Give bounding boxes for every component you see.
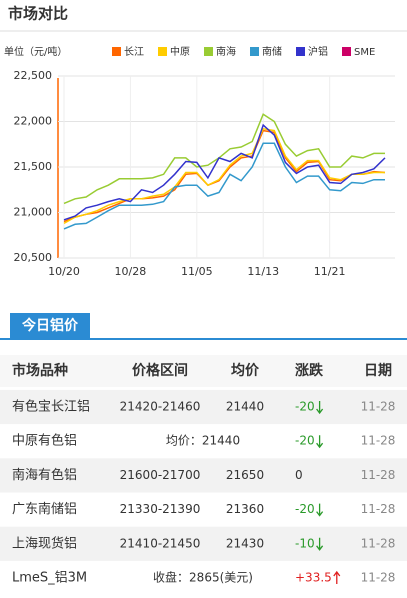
x-tick-label: 11/21 [314,265,346,278]
cell-price: 收盘：2865(美元) [153,570,253,585]
legend-label: SME [354,47,375,58]
cell-change: 0 [295,468,303,482]
cell-range: 21600-21700 [120,468,201,482]
cell-avg: 21650 [226,468,264,482]
cell-change: +33.5 [295,571,332,585]
cell-date: 11-28 [361,571,396,585]
change-arrow [316,435,324,449]
series-line [63,127,385,225]
table-header-bg [0,355,407,387]
unit-label: 单位（元/吨） [4,45,67,58]
cell-name: 中原有色铝 [12,433,77,449]
series-line [63,142,385,230]
legend-swatch [204,47,213,56]
cell-avg: 21430 [226,536,264,550]
cell-date: 11-28 [361,400,396,414]
legend-swatch [342,47,351,56]
cell-avg: 21360 [226,502,264,516]
cell-price: 均价：21440 [166,434,240,448]
cell-date: 11-28 [361,434,396,448]
y-tick-label: 20,500 [14,251,53,264]
column-header: 均价 [231,362,260,379]
cell-avg: 21440 [226,400,264,414]
legend-swatch [250,47,259,56]
series-line [63,113,385,205]
legend-swatch [158,47,167,56]
series-line [63,129,386,223]
legend-label: 沪铝 [308,45,328,58]
column-header: 涨跌 [295,363,324,379]
legend-swatch [296,47,305,56]
column-header: 价格区间 [132,362,188,379]
x-tick-label: 11/13 [247,265,279,278]
cell-name: 南海有色铝 [12,467,77,483]
cell-name: LmeS_铝3M [12,571,87,586]
legend-label: 南储 [262,45,282,58]
row-bg [0,389,407,425]
tab [10,313,90,339]
cell-range: 21420-21460 [120,400,201,414]
x-tick-label: 10/20 [48,265,80,278]
x-tick-label: 11/05 [181,265,213,278]
x-tick-label: 10/28 [115,265,147,278]
y-tick-label: 21,000 [14,206,53,219]
cell-date: 11-28 [361,468,396,482]
legend-label: 中原 [170,45,190,58]
row-bg [0,458,407,493]
cell-change: -10 [295,536,315,550]
y-tick-label: 22,000 [14,115,53,128]
tab-title: 今日铝价 [21,317,79,334]
cell-range: 21410-21450 [120,536,201,550]
column-header: 市场品种 [12,362,68,379]
series-line [63,123,386,221]
row-bg [0,526,407,561]
legend-label: 长江 [124,46,144,58]
y-tick-label: 21,500 [14,160,53,173]
cell-name: 有色宝长江铝 [12,399,90,415]
cell-date: 11-28 [361,502,396,516]
cell-change: -20 [295,400,315,414]
cell-change: -20 [295,502,315,516]
page-title: 市场对比 [8,5,68,23]
cell-name: 上海现货铝 [12,535,77,551]
y-tick-label: 22,500 [14,69,53,82]
change-arrow [333,570,341,584]
legend-label: 南海 [216,45,236,58]
change-arrow [316,401,324,415]
cell-name: 广东南储铝 [12,501,77,517]
legend-swatch [112,47,121,56]
cell-date: 11-28 [361,536,396,550]
column-header: 日期 [364,363,392,379]
cell-change: -20 [295,434,315,448]
change-arrow [316,537,324,551]
cell-range: 21330-21390 [120,502,201,516]
change-arrow [316,503,324,517]
